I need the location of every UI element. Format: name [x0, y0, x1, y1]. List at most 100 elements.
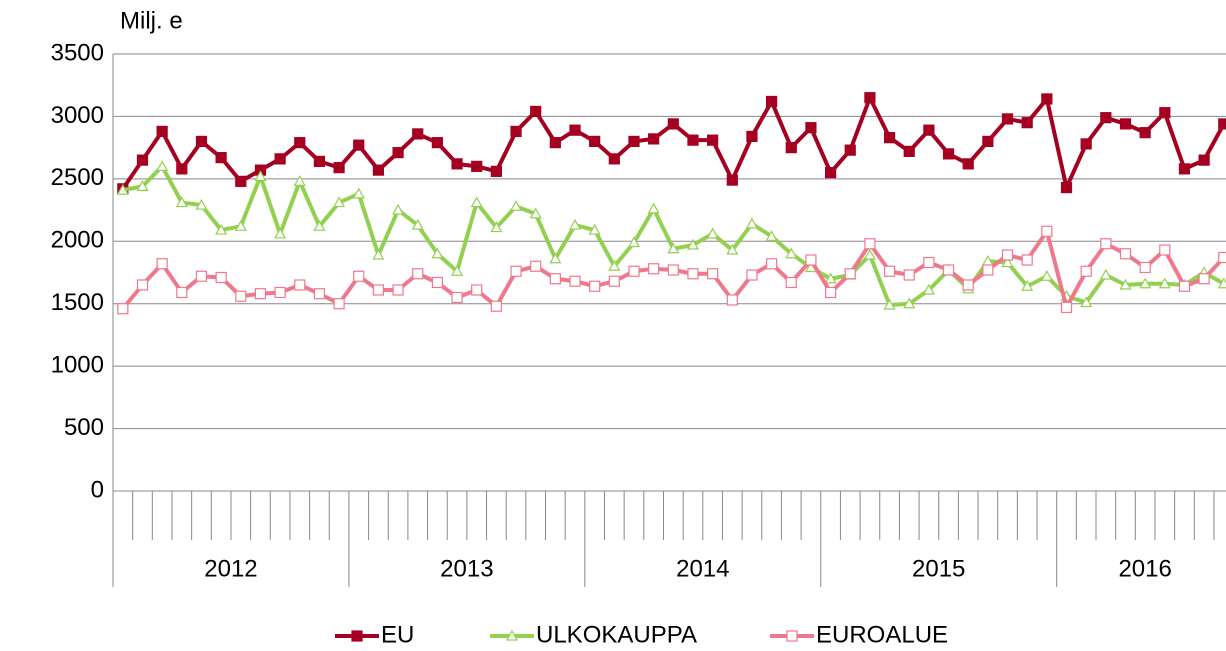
- marker: [1100, 112, 1112, 124]
- marker: [117, 303, 129, 315]
- marker: [863, 248, 876, 260]
- y-tick-label: 3000: [51, 102, 104, 129]
- marker: [589, 135, 601, 147]
- marker: [1139, 277, 1152, 289]
- marker: [824, 167, 837, 179]
- marker: [1080, 138, 1092, 150]
- marker: [156, 160, 169, 171]
- marker: [353, 270, 365, 282]
- marker: [1178, 163, 1191, 175]
- marker: [903, 269, 915, 281]
- marker: [234, 220, 247, 231]
- marker: [1041, 93, 1053, 105]
- y-tick-label: 1500: [51, 289, 104, 316]
- marker: [490, 221, 503, 233]
- marker: [352, 187, 365, 199]
- marker: [687, 134, 699, 146]
- marker: [942, 264, 955, 276]
- marker: [844, 268, 856, 280]
- y-tick-label: 0: [91, 476, 104, 503]
- marker: [883, 132, 896, 144]
- marker: [1119, 118, 1132, 130]
- marker: [1080, 296, 1093, 308]
- marker: [333, 162, 345, 174]
- marker: [805, 122, 817, 134]
- x-group-label: 2013: [440, 555, 493, 582]
- x-group-label: 2014: [676, 555, 729, 582]
- marker: [1060, 301, 1073, 314]
- marker: [667, 242, 680, 254]
- marker: [294, 279, 306, 291]
- marker: [569, 124, 581, 136]
- marker: [451, 265, 464, 276]
- marker: [1119, 278, 1132, 290]
- marker: [549, 252, 562, 264]
- marker: [116, 183, 129, 195]
- marker: [1060, 181, 1073, 194]
- marker: [805, 254, 817, 266]
- marker: [1218, 251, 1226, 264]
- marker: [746, 130, 758, 143]
- marker: [706, 227, 719, 239]
- marker: [156, 258, 168, 270]
- marker: [274, 227, 287, 239]
- marker: [1159, 107, 1171, 119]
- marker: [1001, 249, 1014, 261]
- marker: [766, 95, 778, 108]
- marker: [195, 198, 208, 210]
- marker: [549, 137, 561, 149]
- marker: [588, 223, 601, 235]
- marker: [1099, 268, 1112, 280]
- marker: [313, 155, 326, 167]
- marker: [746, 269, 758, 281]
- marker: [1139, 261, 1151, 274]
- marker: [1021, 117, 1033, 129]
- marker: [215, 271, 227, 284]
- marker: [351, 630, 363, 642]
- marker: [785, 142, 797, 154]
- marker: [1001, 256, 1014, 268]
- marker: [726, 294, 738, 306]
- y-tick-label: 1000: [51, 351, 104, 378]
- marker: [648, 133, 660, 145]
- marker: [707, 134, 719, 146]
- marker: [136, 279, 149, 291]
- marker: [648, 263, 660, 275]
- marker: [608, 153, 620, 165]
- marker: [1218, 118, 1226, 130]
- y-axis-label: Milj. e: [120, 7, 183, 34]
- marker: [392, 284, 404, 296]
- marker: [353, 139, 365, 151]
- marker: [1198, 273, 1210, 285]
- marker: [313, 288, 326, 300]
- marker: [608, 275, 620, 287]
- marker: [982, 264, 994, 276]
- marker: [392, 147, 404, 159]
- marker: [765, 230, 778, 241]
- marker: [922, 283, 935, 295]
- marker: [982, 135, 994, 147]
- marker: [1178, 280, 1191, 292]
- y-tick-label: 2000: [51, 227, 104, 254]
- marker: [1080, 265, 1092, 277]
- legend-label: EUROALUE: [816, 621, 948, 648]
- marker: [431, 276, 443, 289]
- marker: [451, 291, 463, 304]
- marker: [667, 118, 679, 130]
- x-group-label: 2016: [1118, 555, 1171, 582]
- marker: [903, 145, 915, 157]
- marker: [647, 202, 660, 214]
- marker: [569, 275, 581, 287]
- marker: [687, 268, 699, 280]
- marker: [293, 175, 306, 186]
- marker: [824, 286, 837, 299]
- marker: [471, 160, 483, 172]
- marker: [745, 217, 758, 229]
- marker: [962, 158, 974, 170]
- marker: [215, 223, 228, 235]
- marker: [549, 273, 561, 285]
- series-line: [121, 95, 1226, 190]
- marker: [608, 260, 621, 271]
- marker: [883, 298, 896, 310]
- marker: [1217, 277, 1226, 289]
